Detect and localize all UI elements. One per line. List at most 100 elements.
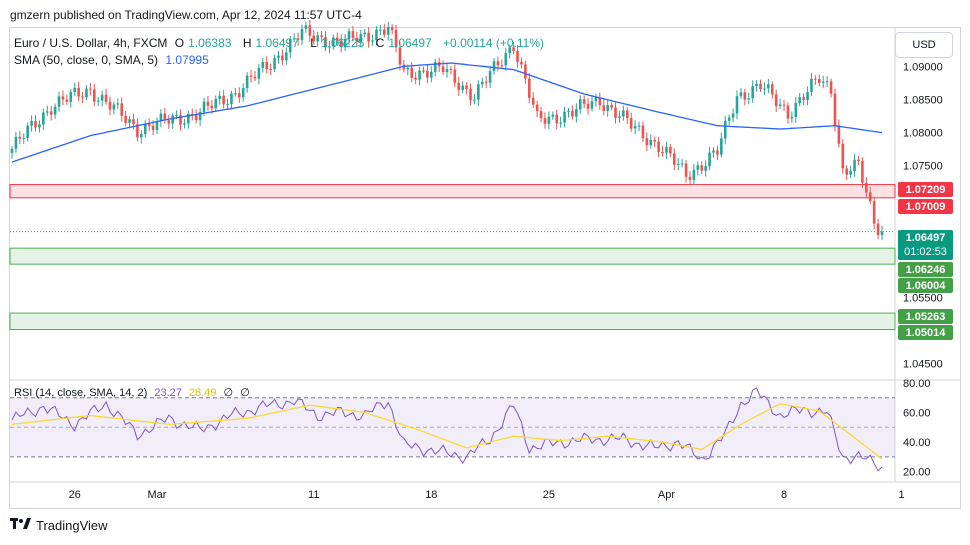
candle-body xyxy=(386,26,390,35)
price-tick-label: 1.08000 xyxy=(903,127,943,139)
candle-body xyxy=(731,113,735,118)
zone-green2-top-label: 1.05263 xyxy=(898,309,953,324)
candle-body xyxy=(30,120,33,126)
time-tick-label: 18 xyxy=(425,489,437,501)
sma-label: SMA (50, close, 0, SMA, 5) xyxy=(14,53,159,67)
candle-body xyxy=(598,97,602,106)
rsi-tick-label: 60.00 xyxy=(903,408,931,420)
countdown: 01:02:53 xyxy=(904,246,947,258)
candle-body xyxy=(610,104,613,108)
candle-body xyxy=(806,92,809,101)
candle-body xyxy=(351,31,355,38)
candle-body xyxy=(81,96,84,98)
candle-body xyxy=(57,96,61,107)
candle-body xyxy=(665,146,668,153)
candle-body xyxy=(571,111,574,117)
candle-body xyxy=(712,150,715,153)
symbol-label[interactable]: Euro / U.S. Dollar, 4h, FXCM xyxy=(14,36,168,50)
currency-button[interactable]: USD xyxy=(895,32,953,58)
candle-body xyxy=(245,75,249,88)
candle-body xyxy=(512,47,515,51)
candle-body xyxy=(782,104,786,106)
candle-body xyxy=(49,111,53,115)
zone-green2-bottom-label: 1.05014 xyxy=(898,325,953,340)
candle-body xyxy=(418,70,421,80)
candle-body xyxy=(339,40,343,48)
candle-body xyxy=(473,99,476,101)
candle-body xyxy=(578,99,582,110)
candle-body xyxy=(10,148,14,153)
candle-body xyxy=(492,61,496,72)
zone-support-1 xyxy=(9,247,896,265)
rsi-tick-label: 40.00 xyxy=(903,437,931,449)
candle-body xyxy=(281,55,284,61)
candle-body xyxy=(371,40,374,42)
candle-body xyxy=(590,101,594,109)
candle-body xyxy=(857,159,860,162)
candle-body xyxy=(657,141,660,152)
candle-body xyxy=(637,125,641,127)
candle-body xyxy=(151,125,155,131)
candle-body xyxy=(359,34,363,42)
candle-body xyxy=(104,94,108,102)
candle-body xyxy=(814,78,817,80)
candle-body xyxy=(700,165,704,171)
candle-body xyxy=(484,81,488,83)
candle-body xyxy=(343,38,347,48)
time-tick-label: 25 xyxy=(543,489,555,501)
sma-legend[interactable]: SMA (50, close, 0, SMA, 5) 1.07995 xyxy=(14,53,213,67)
footer-brand[interactable]: TradingView xyxy=(10,518,108,533)
candle-body xyxy=(285,52,288,61)
candle-body xyxy=(69,91,73,102)
candle-body xyxy=(363,32,367,35)
candle-body xyxy=(531,97,535,105)
candle-body xyxy=(100,94,104,101)
rsi-tick-label: 20.00 xyxy=(903,467,931,479)
candle-body xyxy=(614,107,617,118)
candle-body xyxy=(582,99,586,104)
rsi-legend[interactable]: RSI (14, close, SMA, 14, 2) 23.27 28.49 … xyxy=(14,386,254,399)
candle-body xyxy=(89,88,92,90)
current-price: 1.06497 xyxy=(905,232,946,244)
candle-body xyxy=(214,98,218,109)
candle-body xyxy=(629,118,633,129)
candle-body xyxy=(18,136,22,139)
candle-body xyxy=(230,93,233,104)
candle-body xyxy=(535,104,539,112)
low-value: L 1.06225 xyxy=(310,36,365,50)
candle-body xyxy=(226,103,229,105)
candle-body xyxy=(430,71,433,78)
candle-body xyxy=(112,104,116,110)
candle-body xyxy=(622,110,625,117)
candle-body xyxy=(480,81,484,85)
candle-body xyxy=(316,35,319,42)
candle-body xyxy=(292,38,296,40)
candle-body xyxy=(817,78,821,83)
candle-body xyxy=(367,32,370,42)
candle-body xyxy=(296,38,300,40)
rsi-extra-2: ∅ xyxy=(240,387,250,399)
rsi-label: RSI (14, close, SMA, 14, 2) xyxy=(14,387,148,399)
candle-body xyxy=(763,88,766,90)
candle-body xyxy=(332,37,335,47)
candle-body xyxy=(461,85,464,91)
rsi-ma-value: 28.49 xyxy=(188,387,217,399)
candle-body xyxy=(155,121,159,131)
footer-brand-label: TradingView xyxy=(36,518,108,533)
candle-body xyxy=(567,111,570,113)
candle-body xyxy=(798,97,802,104)
rsi-extra-1: ∅ xyxy=(223,387,234,399)
candle-body xyxy=(653,139,657,142)
candle-body xyxy=(876,223,880,236)
candle-body xyxy=(743,92,747,100)
price-tick-label: 1.07500 xyxy=(903,160,943,172)
candle-body xyxy=(175,115,178,117)
candle-body xyxy=(38,124,41,128)
candle-body xyxy=(645,138,649,146)
candle-body xyxy=(696,165,700,170)
candle-body xyxy=(22,137,26,139)
candle-body xyxy=(14,136,18,149)
time-tick-label: 8 xyxy=(781,489,787,501)
candle-body xyxy=(398,47,402,65)
